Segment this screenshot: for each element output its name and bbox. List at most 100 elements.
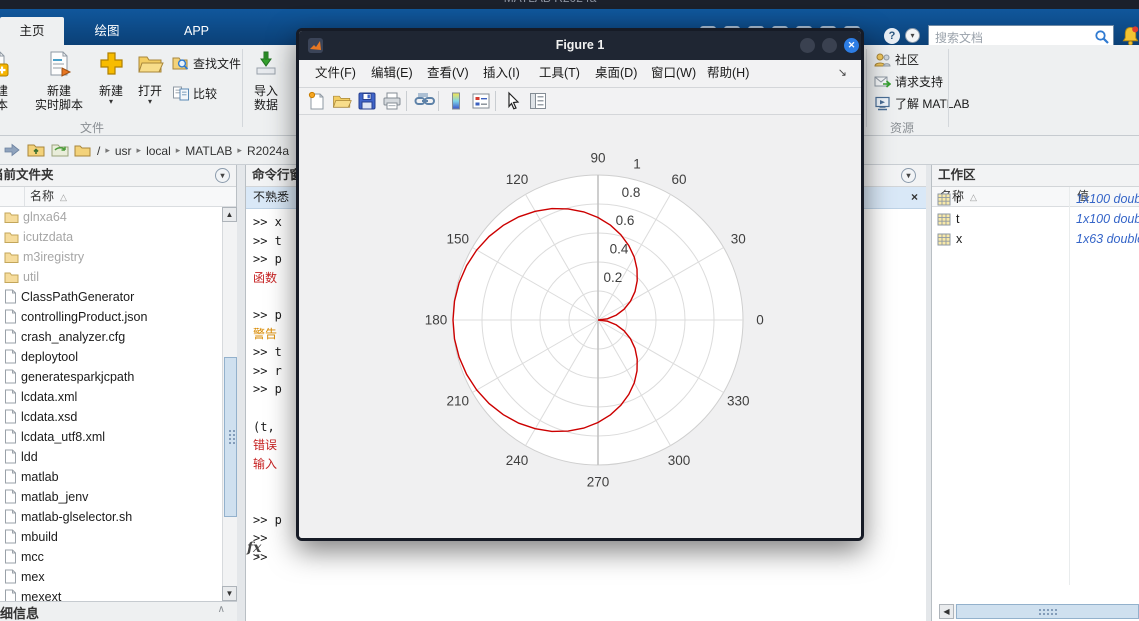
forward-arrow-icon[interactable]	[3, 141, 21, 159]
variable-row[interactable]: r 1x100 double	[932, 189, 1139, 209]
button-查找文件[interactable]: 查找文件	[172, 55, 241, 75]
minimize-button[interactable]	[800, 38, 815, 53]
details-bar[interactable]: 详细信息 ∧	[0, 601, 237, 621]
menu-窗口(W)[interactable]: 窗口(W)	[651, 66, 697, 80]
list-item[interactable]: m3iregistry	[0, 247, 222, 267]
breadcrumb-segment[interactable]: MATLAB	[185, 143, 233, 158]
list-item[interactable]: lcdata.xml	[0, 387, 222, 407]
panel-menu-icon[interactable]: ▾	[901, 168, 916, 183]
scroll-up-icon[interactable]: ▲	[222, 207, 237, 222]
command-line: >>	[253, 549, 268, 564]
workspace-hscrollbar[interactable]: ◀	[939, 604, 1139, 619]
breadcrumb-segment[interactable]: R2024a	[246, 143, 289, 158]
button-新建实时脚本[interactable]: 新建 实时脚本	[28, 50, 90, 112]
property-inspector-icon[interactable]	[528, 91, 548, 111]
list-item[interactable]: util	[0, 267, 222, 287]
list-item[interactable]: matlab-glselector.sh	[0, 507, 222, 527]
list-item[interactable]: crash_analyzer.cfg	[0, 327, 222, 347]
search-icon[interactable]	[1094, 29, 1110, 45]
button-导入数据[interactable]: 导入 数据	[246, 50, 286, 112]
button-新建[interactable]: 新建 ▾	[92, 50, 130, 106]
list-item[interactable]: deploytool	[0, 347, 222, 367]
help-icon[interactable]: ?	[884, 28, 900, 44]
resource-了解 MATLAB[interactable]: 了解 MATLAB	[874, 95, 969, 113]
list-item[interactable]: ldd	[0, 447, 222, 467]
button-比较[interactable]: 比较	[172, 85, 217, 105]
list-item[interactable]: mex	[0, 567, 222, 587]
list-item[interactable]: mcc	[0, 547, 222, 567]
new-figure-icon[interactable]	[307, 91, 327, 111]
variable-icon	[932, 212, 956, 226]
list-item[interactable]: mbuild	[0, 527, 222, 547]
list-item[interactable]: lcdata_utf8.xml	[0, 427, 222, 447]
save-icon[interactable]	[357, 91, 377, 111]
command-output[interactable]: >> x >> t >> p 函数 >> p 警告 >> t >> r >> p (t, 错误输…	[253, 213, 913, 566]
panel-splitter[interactable]	[237, 165, 245, 621]
svg-text:330: 330	[727, 394, 750, 409]
figure-window: Figure 1 ✕ 文件(F) 编辑(E) 查看(V) 插入(I) 工具(T) 桌面(D…	[296, 28, 864, 541]
scroll-down-icon[interactable]: ▼	[222, 586, 237, 601]
colorbar-icon[interactable]	[446, 91, 466, 111]
panel-menu-icon[interactable]: ▾	[215, 168, 230, 183]
maximize-button[interactable]	[822, 38, 837, 53]
list-item[interactable]: icutzdata	[0, 227, 222, 247]
breadcrumb-segment[interactable]: local	[146, 143, 171, 158]
legend-icon[interactable]	[471, 91, 491, 111]
menu-编辑(E)[interactable]: 编辑(E)	[371, 66, 413, 80]
dock-figure-icon[interactable]: ↘	[837, 67, 847, 79]
menu-桌面(D)[interactable]: 桌面(D)	[595, 66, 638, 80]
scrollbar-thumb[interactable]	[224, 357, 237, 517]
print-icon[interactable]	[382, 91, 402, 111]
svg-text:0.4: 0.4	[610, 242, 629, 257]
browse-folder-icon[interactable]	[51, 141, 70, 159]
resource-请求支持[interactable]: 请求支持	[874, 73, 943, 91]
link-icon[interactable]	[414, 91, 435, 111]
folder-icon	[0, 230, 23, 244]
tab-APP[interactable]: APP	[183, 24, 209, 38]
file-list-scrollbar[interactable]: ▲ ▼	[222, 207, 237, 601]
folder-up-icon[interactable]	[27, 141, 46, 159]
figure-titlebar[interactable]: Figure 1 ✕	[299, 31, 861, 60]
button-打开[interactable]: 打开 ▾	[131, 50, 169, 106]
list-item[interactable]: lcdata.xsd	[0, 407, 222, 427]
list-item[interactable]: glnxa64	[0, 207, 222, 227]
variable-name: x	[956, 232, 963, 246]
variable-row[interactable]: x 1x63 double	[932, 229, 1139, 249]
edit-plot-icon[interactable]	[503, 91, 523, 111]
list-item[interactable]: controllingProduct.json	[0, 307, 222, 327]
close-button[interactable]: ✕	[844, 38, 859, 53]
open-icon[interactable]	[332, 91, 352, 111]
file-section-label: 文件	[80, 121, 105, 135]
command-line: 警告	[253, 326, 278, 341]
list-item[interactable]: mexext	[0, 587, 222, 601]
button-新建脚本[interactable]: 新建脚本	[0, 50, 26, 112]
svg-text:120: 120	[506, 172, 529, 187]
menu-插入(I)[interactable]: 插入(I)	[483, 66, 520, 80]
list-item[interactable]: ClassPathGenerator	[0, 287, 222, 307]
list-item[interactable]: matlab_jenv	[0, 487, 222, 507]
breadcrumb-separator-icon: ▸	[237, 145, 242, 155]
toolbar-dropdown-icon[interactable]: ▾	[905, 28, 920, 43]
menu-帮助(H)[interactable]: 帮助(H)	[707, 66, 750, 80]
breadcrumb-segment[interactable]: usr	[114, 143, 132, 158]
scrollbar-thumb[interactable]	[956, 604, 1139, 619]
doc-search-input[interactable]	[933, 28, 1092, 48]
os-title-strip: MATLAB R2024a	[0, 0, 1139, 9]
collapse-chevron-icon[interactable]: ∧	[217, 604, 225, 615]
name-column-header[interactable]: 名称	[30, 189, 55, 203]
breadcrumb-segment[interactable]: /	[97, 143, 101, 158]
tab-绘图[interactable]: 绘图	[94, 24, 120, 38]
menu-工具(T)[interactable]: 工具(T)	[539, 66, 580, 80]
scroll-left-icon[interactable]: ◀	[939, 604, 954, 619]
variable-row[interactable]: t 1x100 double	[932, 209, 1139, 229]
close-icon[interactable]: ×	[910, 190, 918, 204]
resource-社区[interactable]: 社区	[874, 51, 919, 69]
panel-splitter[interactable]	[926, 165, 931, 621]
notification-bell-icon[interactable]	[1122, 25, 1139, 47]
list-item[interactable]: matlab	[0, 467, 222, 487]
list-item[interactable]: generatesparkjcpath	[0, 367, 222, 387]
polar-plot[interactable]: 0 30 60 90 120 150 180 210 240 270 300 330 0.2 0.4 0.6…	[299, 115, 861, 538]
menu-文件(F)[interactable]: 文件(F)	[315, 66, 356, 80]
menu-查看(V)[interactable]: 查看(V)	[427, 66, 469, 80]
tab-主页[interactable]: 主页	[0, 17, 64, 45]
